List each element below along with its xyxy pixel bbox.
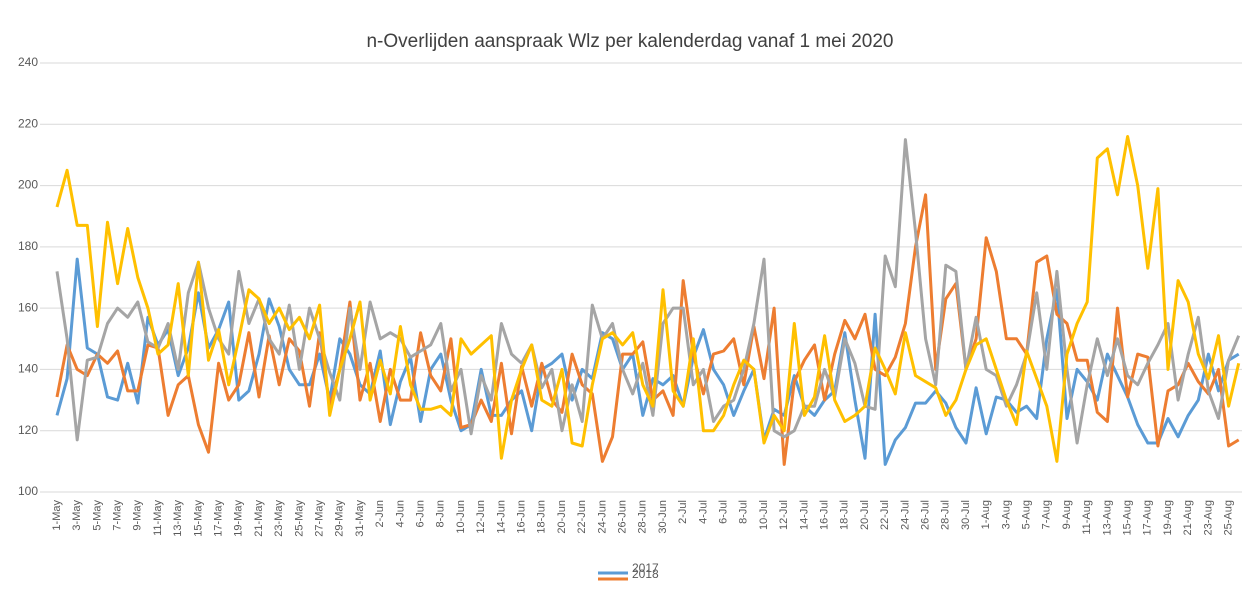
x-tick-label: 4-Jun	[394, 500, 406, 528]
series-line	[55, 138, 1241, 445]
y-tick-label: 120	[18, 423, 38, 437]
x-tick-label: 26-Jun	[617, 500, 629, 534]
x-tick-label: 31-May	[354, 500, 366, 537]
x-tick-label: 28-Jul	[940, 500, 952, 530]
y-tick-label: 100	[18, 484, 38, 498]
x-tick-label: 16-Jul	[819, 500, 831, 530]
x-tick-label: 1-May	[51, 500, 63, 531]
x-tick-label: 10-Jul	[758, 500, 770, 530]
x-tick-label: 16-Jun	[516, 500, 528, 534]
x-tick-label: 2-Jul	[677, 500, 689, 524]
x-tick-label: 6-Jul	[718, 500, 730, 524]
x-tick-label: 30-Jun	[657, 500, 669, 534]
x-tick-label: 21-Aug	[1182, 500, 1194, 535]
x-tick-label: 14-Jul	[798, 500, 810, 530]
x-tick-label: 19-May	[233, 500, 245, 537]
x-tick-label: 20-Jun	[556, 500, 568, 534]
x-tick-label: 7-May	[112, 500, 124, 531]
x-tick-label: 29-May	[334, 500, 346, 537]
y-tick-label: 180	[18, 239, 38, 253]
x-tick-label: 30-Jul	[960, 500, 972, 530]
x-tick-label: 8-Jul	[738, 500, 750, 524]
y-tick-label: 140	[18, 362, 38, 376]
x-tick-label: 11-May	[152, 500, 164, 536]
x-tick-label: 17-May	[213, 500, 225, 537]
x-tick-label: 9-Aug	[1061, 500, 1073, 529]
x-tick-label: 3-Aug	[1000, 500, 1012, 529]
x-tick-label: 27-May	[314, 500, 326, 537]
x-tick-label: 23-May	[273, 500, 285, 537]
x-tick-label: 24-Jul	[899, 500, 911, 530]
x-tick-label: 21-May	[253, 500, 265, 537]
x-tick-label: 12-Jul	[778, 500, 790, 530]
x-tick-label: 19-Aug	[1162, 500, 1174, 535]
x-tick-label: 7-Aug	[1041, 500, 1053, 529]
x-tick-label: 18-Jun	[536, 500, 548, 534]
x-tick-label: 5-Aug	[1021, 500, 1033, 529]
y-tick-label: 220	[18, 116, 38, 130]
x-tick-label: 9-May	[132, 500, 144, 531]
x-tick-label: 13-Aug	[1101, 500, 1113, 535]
x-tick-label: 13-May	[172, 500, 184, 537]
x-tick-label: 5-May	[91, 500, 103, 531]
x-tick-label: 2-Jun	[374, 500, 386, 528]
chart-title: n-Overlijden aanspraak Wlz per kalenderd…	[366, 31, 893, 52]
x-tick-label: 22-Jul	[879, 500, 891, 530]
x-tick-label: 10-Jun	[455, 500, 467, 534]
x-tick-label: 25-May	[293, 500, 305, 537]
y-tick-label: 200	[18, 178, 38, 192]
legend-label: 2017	[632, 561, 659, 575]
x-tick-label: 25-Aug	[1223, 500, 1235, 535]
x-tick-label: 18-Jul	[839, 500, 851, 530]
x-tick-label: 4-Jul	[697, 500, 709, 524]
series-line	[55, 193, 1240, 466]
x-tick-label: 11-Aug	[1081, 500, 1093, 535]
x-tick-label: 15-May	[192, 500, 204, 537]
y-tick-label: 240	[18, 55, 38, 69]
x-tick-label: 17-Aug	[1142, 500, 1154, 535]
x-tick-label: 23-Aug	[1202, 500, 1214, 535]
x-tick-label: 26-Jul	[920, 500, 932, 530]
x-tick-label: 12-Jun	[475, 500, 487, 534]
x-tick-label: 8-Jun	[435, 500, 447, 528]
x-tick-label: 22-Jun	[576, 500, 588, 534]
x-tick-label: 3-May	[71, 500, 83, 531]
y-tick-label: 160	[18, 300, 38, 314]
series-line	[55, 135, 1241, 463]
x-tick-label: 15-Aug	[1122, 500, 1134, 535]
x-tick-label: 20-Jul	[859, 500, 871, 530]
x-tick-label: 6-Jun	[415, 500, 427, 528]
x-tick-label: 1-Aug	[980, 500, 992, 529]
x-tick-label: 28-Jun	[637, 500, 649, 534]
x-tick-label: 14-Jun	[495, 500, 507, 534]
legend-label: 2018	[632, 567, 659, 581]
x-tick-label: 24-Jun	[596, 500, 608, 534]
